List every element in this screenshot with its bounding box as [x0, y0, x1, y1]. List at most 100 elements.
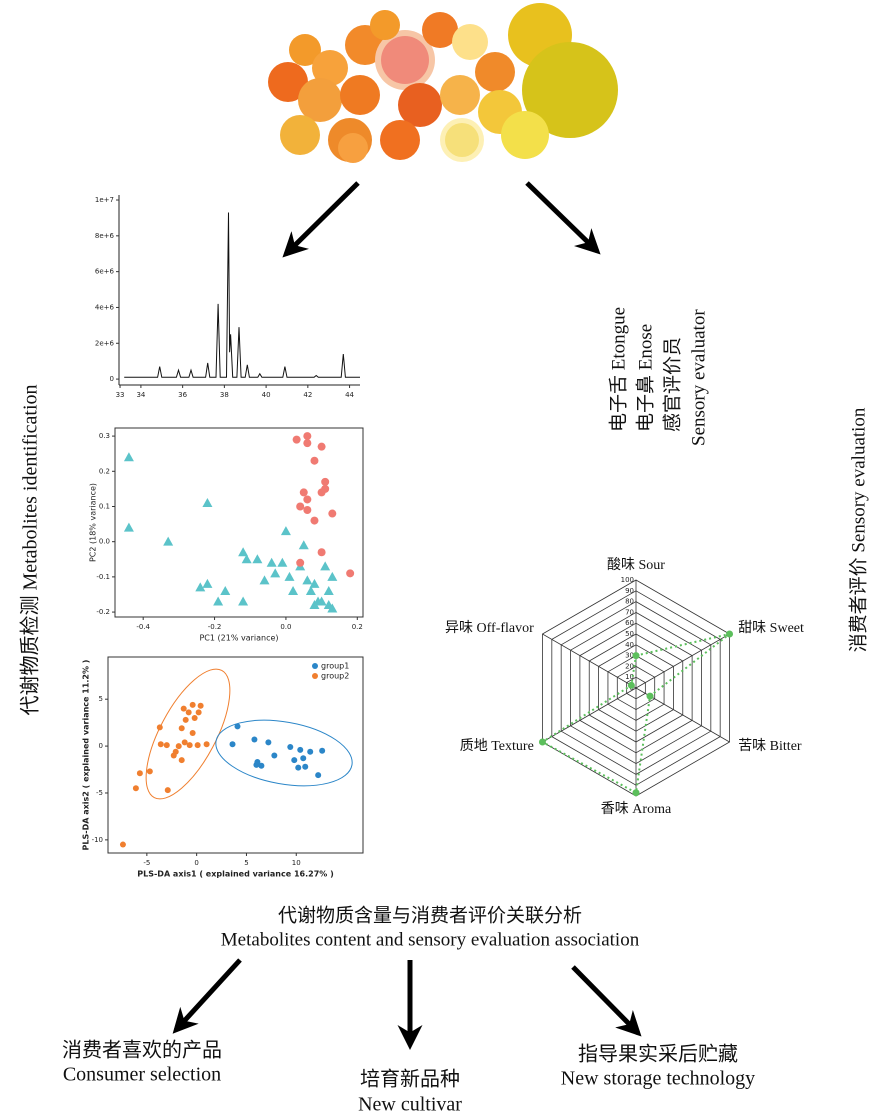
axis-label: 酸味 Sour [607, 557, 665, 573]
point [297, 747, 303, 753]
point [165, 787, 171, 793]
radar-point [633, 652, 640, 659]
x-tick-label: 42 [303, 391, 312, 399]
point [277, 558, 287, 567]
y-tick-label: 2e+6 [95, 339, 115, 347]
legend-swatch [312, 663, 318, 669]
y-tick-label: 0.3 [99, 432, 110, 440]
y-tick-label: -0.2 [96, 608, 110, 616]
r-tick-label: 50 [625, 630, 634, 638]
point [318, 443, 326, 451]
point [295, 765, 301, 771]
legend-label: group1 [321, 662, 349, 671]
point [303, 439, 311, 447]
figure: 代谢物质检测 Metabolites identification 消费者评价 … [0, 0, 872, 1118]
radar-point [726, 631, 733, 638]
side-label: 代谢物质检测 Metabolites identification [19, 384, 42, 715]
outcome-zh: 指导果实采后贮藏 [578, 1043, 738, 1066]
point [318, 488, 326, 496]
point [324, 586, 334, 595]
point [300, 755, 306, 761]
point [147, 768, 153, 774]
radar-point [539, 739, 546, 746]
r-tick-label: 20 [625, 662, 634, 670]
r-tick-label: 80 [625, 598, 634, 606]
point [346, 569, 354, 577]
radar-point [633, 789, 640, 796]
point [253, 762, 259, 768]
x-tick-label: 0 [194, 859, 198, 867]
point [260, 575, 270, 584]
outcome-zh: 消费者喜欢的产品 [62, 1039, 222, 1062]
y-tick-label: 0 [99, 742, 103, 750]
y-axis-label: PLS-DA axis2 ( explained variance 11.2% … [82, 660, 91, 851]
axis-label: 香味 Aroma [601, 801, 672, 817]
outcome-en: Consumer selection [63, 1064, 221, 1086]
point [164, 742, 170, 748]
point [288, 586, 298, 595]
r-tick-label: 100 [621, 576, 634, 584]
point [183, 717, 189, 723]
legend-swatch [312, 673, 318, 679]
point [204, 741, 210, 747]
point [307, 749, 313, 755]
x-tick-label: -0.2 [208, 623, 222, 631]
point [192, 715, 198, 721]
x-tick-label: 5 [244, 859, 248, 867]
point [315, 772, 321, 778]
point [270, 568, 280, 577]
x-tick-label: 40 [262, 391, 271, 399]
point [179, 757, 185, 763]
ellipse [211, 710, 358, 795]
y-tick-label: -0.1 [96, 573, 110, 581]
point [258, 763, 264, 769]
point [302, 575, 312, 584]
instrument: Sensory evaluator [688, 309, 709, 446]
x-tick-label: 0.0 [280, 623, 291, 631]
point [303, 495, 311, 503]
point [190, 702, 196, 708]
point [327, 572, 337, 581]
point [310, 457, 318, 465]
point [293, 436, 301, 444]
association-zh: 代谢物质含量与消费者评价关联分析 [278, 904, 582, 926]
point [265, 739, 271, 745]
y-tick-label: 5 [99, 695, 103, 703]
point [196, 709, 202, 715]
r-tick-label: 70 [625, 608, 634, 616]
x-tick-label: 44 [345, 391, 354, 399]
point [296, 559, 304, 567]
point [158, 741, 164, 747]
point [300, 488, 308, 496]
point [124, 523, 134, 532]
point [318, 548, 326, 556]
point [287, 744, 293, 750]
axis-label: 甜味 Sweet [738, 620, 804, 636]
point [267, 558, 277, 567]
point [171, 752, 177, 758]
point [124, 452, 134, 461]
point [133, 785, 139, 791]
point [291, 757, 297, 763]
x-axis-label: PC1 (21% variance) [199, 634, 278, 643]
y-tick-label: 1e+7 [95, 196, 114, 204]
r-tick-label: 40 [625, 641, 634, 649]
chromatogram-line [124, 213, 360, 378]
point [176, 743, 182, 749]
point [186, 709, 192, 715]
point [299, 540, 309, 549]
instrument: 电子舌 Etongue [607, 307, 629, 432]
outcome-zh: 培育新品种 [360, 1068, 460, 1091]
point [320, 561, 330, 570]
outcome-en: New cultivar [358, 1094, 462, 1116]
y-tick-label: 0 [110, 375, 114, 383]
point [271, 752, 277, 758]
point [234, 723, 240, 729]
r-tick-label: 60 [625, 619, 634, 627]
radar-point [628, 682, 635, 689]
x-tick-label: 33 [116, 391, 125, 399]
point [230, 741, 236, 747]
x-tick-label: -5 [143, 859, 150, 867]
x-tick-label: 10 [292, 859, 301, 867]
point [302, 764, 308, 770]
